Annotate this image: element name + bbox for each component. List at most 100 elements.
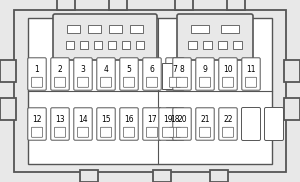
FancyBboxPatch shape [51, 108, 69, 140]
FancyBboxPatch shape [173, 58, 191, 90]
Text: 13: 13 [55, 115, 65, 124]
FancyBboxPatch shape [169, 127, 181, 137]
Bar [153, 170, 171, 182]
FancyBboxPatch shape [28, 108, 46, 140]
FancyBboxPatch shape [219, 58, 237, 90]
FancyBboxPatch shape [222, 77, 234, 87]
Text: 4: 4 [103, 65, 108, 74]
FancyBboxPatch shape [143, 58, 161, 90]
Bar [221, 25, 239, 33]
Bar [109, 0, 127, 10]
FancyBboxPatch shape [54, 77, 66, 87]
Text: 19: 19 [163, 115, 173, 124]
Text: 22: 22 [223, 115, 233, 124]
FancyBboxPatch shape [159, 108, 177, 140]
FancyBboxPatch shape [166, 58, 184, 90]
FancyBboxPatch shape [32, 127, 43, 137]
Bar [227, 0, 245, 10]
Bar [122, 41, 130, 49]
Bar [0, 60, 16, 82]
Text: 6: 6 [150, 65, 154, 74]
FancyBboxPatch shape [196, 108, 214, 140]
Text: 16: 16 [124, 115, 134, 124]
Bar [80, 41, 88, 49]
FancyBboxPatch shape [146, 127, 158, 137]
Bar [88, 25, 101, 33]
Bar [130, 25, 143, 33]
Bar [175, 0, 193, 10]
Bar [203, 41, 212, 49]
FancyBboxPatch shape [265, 108, 284, 141]
Bar [67, 25, 80, 33]
Text: 8: 8 [180, 65, 184, 74]
Text: 5: 5 [127, 65, 131, 74]
FancyBboxPatch shape [74, 108, 92, 140]
Text: 12: 12 [32, 115, 42, 124]
Text: 15: 15 [101, 115, 111, 124]
Bar [210, 170, 228, 182]
FancyBboxPatch shape [162, 127, 174, 137]
FancyBboxPatch shape [222, 127, 234, 137]
FancyBboxPatch shape [176, 77, 188, 87]
FancyBboxPatch shape [242, 58, 260, 90]
Text: 10: 10 [223, 65, 233, 74]
Bar [28, 18, 272, 164]
Text: 11: 11 [246, 65, 256, 74]
Bar [14, 10, 286, 172]
FancyBboxPatch shape [32, 77, 43, 87]
FancyBboxPatch shape [176, 127, 188, 137]
FancyBboxPatch shape [77, 127, 88, 137]
Text: 3: 3 [81, 65, 85, 74]
Bar [109, 25, 122, 33]
Bar [80, 170, 98, 182]
Bar [66, 41, 74, 49]
Text: 20: 20 [177, 115, 187, 124]
FancyBboxPatch shape [177, 14, 253, 60]
FancyBboxPatch shape [245, 77, 256, 87]
FancyBboxPatch shape [143, 108, 161, 140]
Bar [108, 41, 116, 49]
Bar [162, 63, 176, 89]
Bar [136, 41, 144, 49]
Bar [94, 41, 102, 49]
FancyBboxPatch shape [100, 127, 112, 137]
FancyBboxPatch shape [100, 77, 112, 87]
Text: 18: 18 [170, 115, 180, 124]
Bar [284, 60, 300, 82]
Text: 21: 21 [200, 115, 210, 124]
Bar [191, 25, 209, 33]
FancyBboxPatch shape [166, 108, 184, 140]
Text: 7: 7 [172, 65, 177, 74]
FancyBboxPatch shape [123, 127, 135, 137]
FancyBboxPatch shape [196, 58, 214, 90]
Text: 1: 1 [34, 65, 39, 74]
FancyBboxPatch shape [53, 14, 157, 60]
FancyBboxPatch shape [74, 58, 92, 90]
FancyBboxPatch shape [28, 58, 46, 90]
FancyBboxPatch shape [146, 77, 158, 87]
FancyBboxPatch shape [54, 127, 66, 137]
FancyBboxPatch shape [97, 58, 115, 90]
FancyBboxPatch shape [77, 77, 88, 87]
Text: 9: 9 [202, 65, 207, 74]
Bar [0, 98, 16, 120]
Text: 14: 14 [78, 115, 88, 124]
Text: 17: 17 [147, 115, 157, 124]
FancyBboxPatch shape [200, 77, 211, 87]
Bar [284, 98, 300, 120]
FancyBboxPatch shape [120, 108, 138, 140]
Bar [188, 41, 197, 49]
Bar [218, 41, 227, 49]
FancyBboxPatch shape [123, 77, 135, 87]
Bar [57, 0, 75, 10]
FancyBboxPatch shape [200, 127, 211, 137]
Bar [233, 41, 242, 49]
FancyBboxPatch shape [169, 77, 181, 87]
FancyBboxPatch shape [219, 108, 237, 140]
FancyBboxPatch shape [51, 58, 69, 90]
FancyBboxPatch shape [242, 108, 260, 141]
FancyBboxPatch shape [97, 108, 115, 140]
Text: 2: 2 [58, 65, 62, 74]
FancyBboxPatch shape [120, 58, 138, 90]
FancyBboxPatch shape [173, 108, 191, 140]
